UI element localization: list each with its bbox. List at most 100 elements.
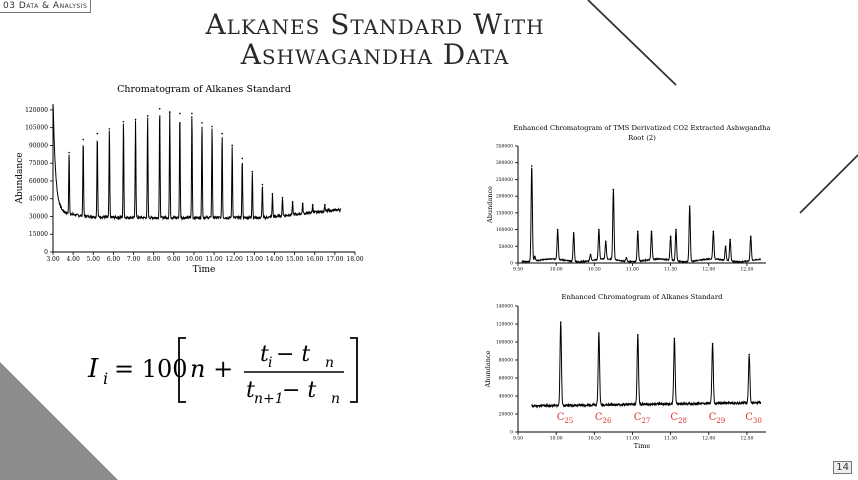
x-tick-label: 10.50 xyxy=(588,436,601,442)
peak-point xyxy=(271,193,274,195)
x-tick-label: 12.00 xyxy=(702,436,715,442)
formula-num-t-sub: i xyxy=(268,355,272,371)
x-tick-label: 11.50 xyxy=(664,267,677,273)
x-tick-label: 14.00 xyxy=(266,256,283,263)
peak-point xyxy=(158,107,161,110)
y-tick-label: 300000 xyxy=(496,160,513,166)
x-tick-label: 12.50 xyxy=(740,436,753,442)
peak-point xyxy=(556,228,559,231)
formula-left-bracket xyxy=(178,337,186,403)
peak-point xyxy=(68,151,70,154)
x-tick-label: 10.00 xyxy=(550,267,563,273)
y-tick-label: 90000 xyxy=(29,142,48,149)
peak-point xyxy=(559,321,562,323)
chart-title: Root (2) xyxy=(628,134,656,142)
peak-label: C25 xyxy=(557,412,574,425)
y-tick-label: 75000 xyxy=(29,160,48,167)
peak-point xyxy=(688,205,691,207)
x-tick-label: 6.00 xyxy=(107,256,121,263)
formula-equals: = 100 xyxy=(114,355,188,383)
peak-point xyxy=(179,112,181,115)
x-tick-label: 11.00 xyxy=(626,267,639,273)
chart-title: Chromatogram of Alkanes Standard xyxy=(117,84,291,95)
peak-point xyxy=(673,337,676,340)
peak-point xyxy=(231,144,233,147)
y-tick-label: 200000 xyxy=(496,194,513,200)
peak-point xyxy=(201,122,203,124)
x-tick-label: 9.50 xyxy=(513,436,523,442)
peak-point xyxy=(637,230,639,233)
x-tick-label: 12.00 xyxy=(226,256,243,263)
formula-den-minus: − t xyxy=(282,378,316,403)
peak-point xyxy=(669,235,672,238)
x-axis-label: Time xyxy=(634,442,651,450)
peak-point xyxy=(251,170,254,173)
y-axis-label: Abundance xyxy=(486,186,494,224)
peak-point xyxy=(572,232,575,234)
peak-point xyxy=(211,125,213,128)
x-tick-label: 17.00 xyxy=(326,256,343,263)
slide-number: 14 xyxy=(833,461,852,474)
peak-point xyxy=(589,253,592,256)
x-tick-label: 12.00 xyxy=(702,267,715,273)
signal-trace xyxy=(52,103,342,221)
slide-title-line1: Alkanes Standard With xyxy=(205,8,545,41)
decorative-diagonal-top xyxy=(587,0,677,86)
x-tick-label: 11.00 xyxy=(205,256,222,263)
y-tick-label: 60000 xyxy=(29,178,48,185)
decorative-diagonal-right xyxy=(799,154,858,214)
peak-point xyxy=(712,230,715,233)
x-tick-label: 12.50 xyxy=(740,267,753,273)
y-tick-label: 45000 xyxy=(29,196,48,203)
x-tick-label: 11.50 xyxy=(664,436,677,442)
x-tick-label: 8.00 xyxy=(147,256,161,263)
peak-point xyxy=(146,115,149,117)
peak-point xyxy=(729,238,731,241)
alkanes-chromatogram-chart: Chromatogram of Alkanes Standard 3.00 4.00… xyxy=(15,84,364,275)
y-tick-label: 350000 xyxy=(496,144,513,150)
x-tick-label: 11.00 xyxy=(626,436,639,442)
peak-point xyxy=(301,202,304,205)
slide-title-line2: Ashwagandha Data xyxy=(240,38,510,71)
peak-point xyxy=(108,128,111,130)
y-tick-label: 0 xyxy=(44,249,48,256)
peak-point xyxy=(612,188,615,191)
formula-num-t: t xyxy=(260,342,269,367)
y-tick-label: 105000 xyxy=(25,125,48,132)
peak-point xyxy=(625,257,628,259)
x-tick-label: 18.00 xyxy=(346,256,363,263)
peak-label: C26 xyxy=(595,412,612,425)
peak-point xyxy=(598,228,600,231)
peak-point xyxy=(82,138,84,141)
peak-point xyxy=(724,245,727,248)
formula-den-tn-sub: n xyxy=(331,391,340,407)
y-tick-label: 15000 xyxy=(29,231,48,238)
peak-point xyxy=(749,235,752,238)
y-tick-label: 0 xyxy=(510,430,513,436)
x-tick-label: 10.00 xyxy=(185,256,202,263)
peak-point xyxy=(650,230,653,233)
formula-lhs: I xyxy=(87,354,99,384)
formula-right-bracket xyxy=(350,337,358,403)
peak-point xyxy=(311,203,314,206)
y-axis-label: Abundance xyxy=(484,350,492,388)
chart-title: Enhanced Chromatogram of TMS Derivatized… xyxy=(513,124,770,132)
y-tick-label: 60000 xyxy=(499,376,513,382)
y-tick-label: 150000 xyxy=(496,210,513,216)
peak-point xyxy=(711,343,714,345)
peak-label: C29 xyxy=(709,412,726,425)
y-axis-label: Abundance xyxy=(15,152,25,204)
peak-point xyxy=(168,111,171,114)
retention-index-formula: I i = 100 n + t i − t n t n+1 − t n xyxy=(87,337,358,407)
peak-point xyxy=(134,118,137,121)
y-tick-label: 0 xyxy=(510,261,513,267)
y-tick-label: 40000 xyxy=(499,394,513,400)
peak-label: C27 xyxy=(634,412,651,425)
peak-point xyxy=(241,157,244,160)
x-axis-label: Time xyxy=(193,265,216,275)
y-tick-label: 140000 xyxy=(496,304,513,310)
peak-point xyxy=(324,203,326,206)
peak-point xyxy=(533,255,536,258)
peak-point xyxy=(96,132,99,135)
peak-point xyxy=(261,183,264,186)
